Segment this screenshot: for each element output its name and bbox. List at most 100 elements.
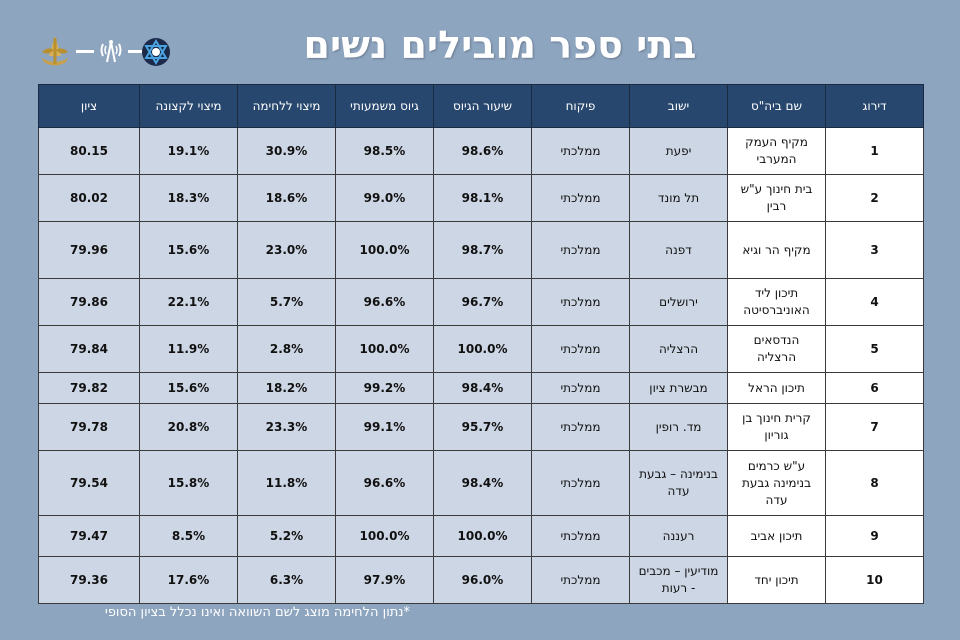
meaningful-cell: 100.0% [335,325,434,373]
page-header: בתי ספר מובילים נשים [0,0,960,84]
school-cell: הנדסאים הרצליה [727,325,826,373]
officer-cell: 8.5% [139,515,238,557]
score-cell: 79.82 [38,372,140,404]
officer-cell: 20.8% [139,403,238,451]
rank-cell: 4 [825,278,924,326]
rank-cell: 6 [825,372,924,404]
col-header-recruit-rate: שיעור הגיוס [433,84,532,128]
officer-cell: 19.1% [139,127,238,175]
meaningful-cell: 98.5% [335,127,434,175]
meaningful-cell: 97.9% [335,556,434,604]
col-header-meaningful: גיוס משמעותי [335,84,434,128]
col-header-supervision: פיקוח [531,84,630,128]
combat-cell: 5.2% [237,515,336,557]
combat-cell: 11.8% [237,450,336,516]
city-cell: רעננה [629,515,728,557]
rank-cell: 9 [825,515,924,557]
city-cell: ירושלים [629,278,728,326]
rank-cell: 7 [825,403,924,451]
supervision-cell: ממלכתי [531,450,630,516]
meaningful-cell: 99.2% [335,372,434,404]
logo-divider [128,50,142,53]
schools-table: דירוג שם ביה"ס ישוב פיקוח שיעור הגיוס גי… [38,84,924,604]
supervision-cell: ממלכתי [531,372,630,404]
col-header-score: ציון [38,84,140,128]
recruit-rate-cell: 98.4% [433,372,532,404]
col-header-officer: מיצוי לקצונה [139,84,238,128]
city-cell: דפנה [629,221,728,279]
table-row: 6 תיכון הראל מבשרת ציון ממלכתי 98.4% 99.… [38,372,924,404]
officer-cell: 22.1% [139,278,238,326]
idf-emblem-icon [42,36,68,66]
meaningful-cell: 100.0% [335,221,434,279]
table-row: 2 בית חינוך ע"ש רבין תל מונד ממלכתי 98.1… [38,174,924,222]
city-cell: מודיעין – מכבים - רעות [629,556,728,604]
city-cell: בנימינה – גבעת עדה [629,450,728,516]
city-cell: הרצליה [629,325,728,373]
table-row: 4 תיכון ליד האוניברסיטה ירושלים ממלכתי 9… [38,278,924,326]
school-cell: תיכון ליד האוניברסיטה [727,278,826,326]
school-cell: תיכון יחד [727,556,826,604]
combat-cell: 23.3% [237,403,336,451]
score-cell: 79.78 [38,403,140,451]
officer-cell: 18.3% [139,174,238,222]
combat-cell: 6.3% [237,556,336,604]
table-row: 5 הנדסאים הרצליה הרצליה ממלכתי 100.0% 10… [38,325,924,373]
rank-cell: 8 [825,450,924,516]
supervision-cell: ממלכתי [531,515,630,557]
recruit-rate-cell: 96.7% [433,278,532,326]
rank-cell: 2 [825,174,924,222]
recruit-rate-cell: 98.6% [433,127,532,175]
combat-cell: 18.2% [237,372,336,404]
score-cell: 79.36 [38,556,140,604]
combat-cell: 23.0% [237,221,336,279]
table-row: 8 ע"ש כרמים בנימינה גבעת עדה בנימינה – ג… [38,450,924,516]
score-cell: 79.86 [38,278,140,326]
rank-cell: 5 [825,325,924,373]
score-cell: 79.47 [38,515,140,557]
combat-cell: 18.6% [237,174,336,222]
supervision-cell: ממלכתי [531,325,630,373]
combat-cell: 2.8% [237,325,336,373]
recruit-rate-cell: 98.4% [433,450,532,516]
city-cell: יפעת [629,127,728,175]
table-row: 3 מקיף הר וגיא דפנה ממלכתי 98.7% 100.0% … [38,221,924,279]
supervision-cell: ממלכתי [531,403,630,451]
city-cell: מבשרת ציון [629,372,728,404]
score-cell: 80.15 [38,127,140,175]
supervision-cell: ממלכתי [531,221,630,279]
city-cell: מד. רופין [629,403,728,451]
score-cell: 79.54 [38,450,140,516]
rank-cell: 10 [825,556,924,604]
score-cell: 79.96 [38,221,140,279]
table-header-row: דירוג שם ביה"ס ישוב פיקוח שיעור הגיוס גי… [38,84,924,128]
rank-cell: 1 [825,127,924,175]
combat-cell: 5.7% [237,278,336,326]
recruit-rate-cell: 100.0% [433,325,532,373]
recruit-rate-cell: 96.0% [433,556,532,604]
page-title: בתי ספר מובילים נשים [303,23,697,67]
col-header-rank: דירוג [825,84,924,128]
school-cell: קרית חינוך בן גוריון [727,403,826,451]
school-cell: ע"ש כרמים בנימינה גבעת עדה [727,450,826,516]
signal-antenna-icon [100,40,122,63]
recruit-rate-cell: 100.0% [433,515,532,557]
table-row: 10 תיכון יחד מודיעין – מכבים - רעות ממלכ… [38,556,924,604]
school-cell: תיכון הראל [727,372,826,404]
score-cell: 80.02 [38,174,140,222]
meaningful-cell: 99.0% [335,174,434,222]
officer-cell: 15.6% [139,372,238,404]
combat-cell: 30.9% [237,127,336,175]
officer-cell: 15.8% [139,450,238,516]
col-header-combat: מיצוי ללחימה [237,84,336,128]
unit-emblem-icon [142,38,170,66]
footnote: *נתון הלחימה מוצג לשם השוואה ואינו נכלל … [104,605,410,620]
recruit-rate-cell: 95.7% [433,403,532,451]
meaningful-cell: 99.1% [335,403,434,451]
supervision-cell: ממלכתי [531,127,630,175]
supervision-cell: ממלכתי [531,174,630,222]
supervision-cell: ממלכתי [531,556,630,604]
col-header-city: ישוב [629,84,728,128]
col-header-school: שם ביה"ס [727,84,826,128]
officer-cell: 15.6% [139,221,238,279]
